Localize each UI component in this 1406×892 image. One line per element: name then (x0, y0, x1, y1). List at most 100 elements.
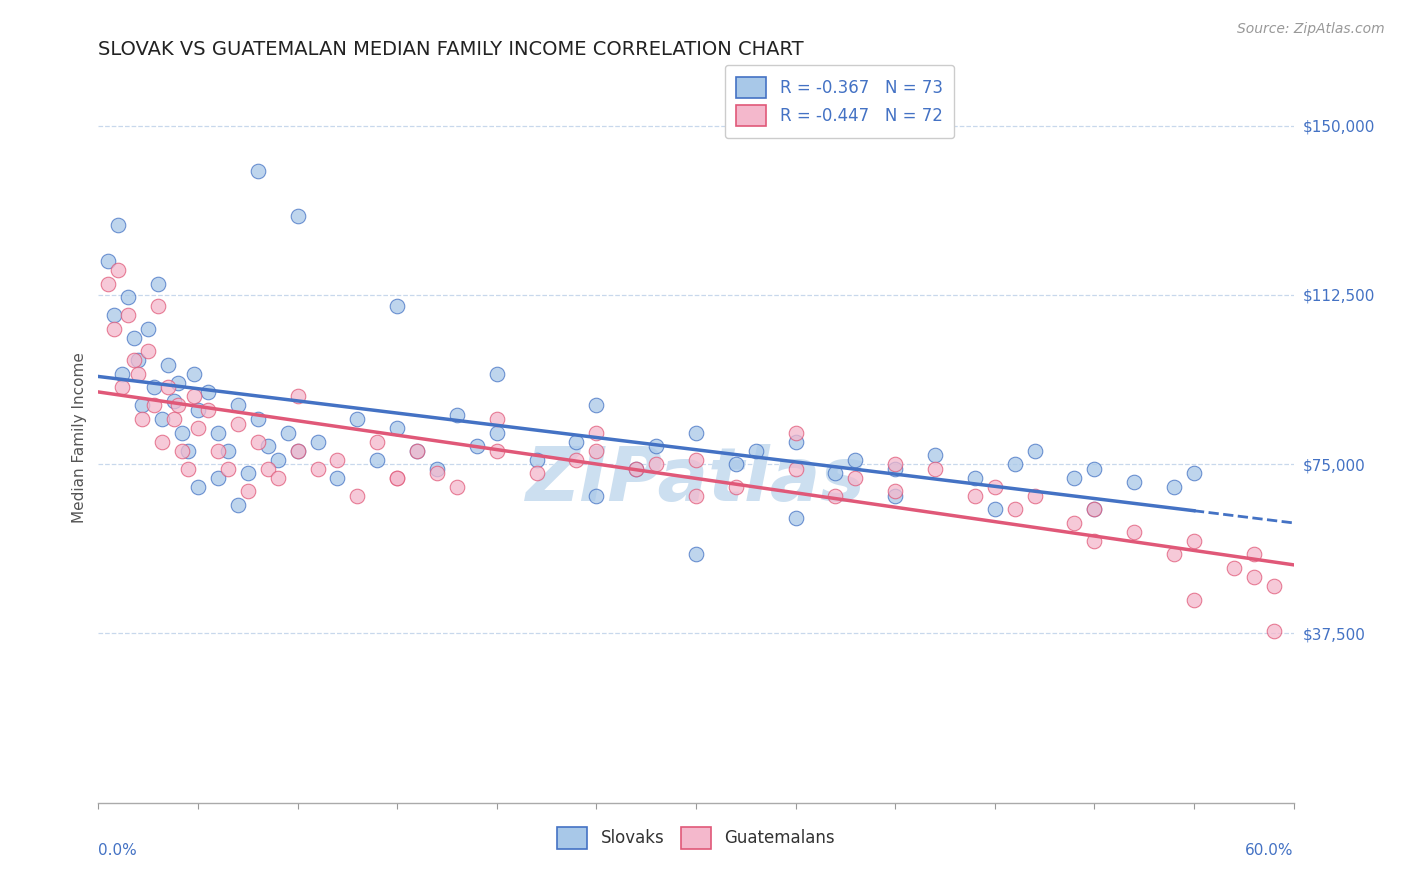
Point (187, 480, 209, 494)
Point (1083, 533, 1105, 548)
Point (148, 277, 170, 291)
Point (287, 389, 309, 403)
Point (785, 434, 807, 449)
Point (103, 308, 125, 322)
Point (187, 403, 209, 417)
Point (143, 399, 166, 413)
Point (277, 425, 299, 440)
Point (107, 218, 129, 232)
Point (136, 322, 159, 336)
Point (1004, 502, 1026, 516)
Point (1163, 480, 1185, 494)
Point (884, 489, 907, 503)
Point (150, 412, 173, 426)
Point (307, 461, 329, 475)
Point (1063, 471, 1085, 485)
Point (1024, 489, 1046, 503)
Point (526, 452, 548, 467)
Point (107, 263, 129, 277)
Point (884, 457, 907, 471)
Point (131, 399, 153, 413)
Point (207, 443, 229, 458)
Text: 0.0%: 0.0% (98, 843, 138, 858)
Text: Source: ZipAtlas.com: Source: ZipAtlas.com (1237, 22, 1385, 37)
Point (172, 425, 194, 440)
Point (346, 489, 368, 503)
Point (287, 443, 309, 458)
Point (645, 457, 668, 471)
Point (485, 412, 508, 426)
Point (785, 425, 807, 440)
Text: ZIPatlas: ZIPatlas (526, 444, 866, 517)
Point (426, 466, 449, 480)
Y-axis label: Median Family Income: Median Family Income (72, 351, 87, 523)
Point (167, 399, 190, 413)
Point (148, 299, 170, 313)
Point (183, 389, 205, 403)
Point (267, 471, 290, 485)
Point (1243, 570, 1265, 584)
Point (844, 471, 866, 485)
Point (183, 367, 205, 381)
Point (446, 480, 468, 494)
Point (246, 412, 269, 426)
Point (1243, 548, 1265, 562)
Point (307, 434, 329, 449)
Point (197, 403, 219, 417)
Point (626, 461, 648, 475)
Point (1163, 548, 1185, 562)
Point (136, 344, 159, 359)
Point (785, 461, 807, 475)
Point (685, 548, 707, 562)
Point (963, 471, 986, 485)
Point (256, 439, 278, 453)
Point (844, 452, 866, 467)
Point (685, 425, 707, 440)
Point (963, 489, 986, 503)
Point (385, 471, 409, 485)
Point (1083, 502, 1105, 516)
Point (117, 308, 139, 322)
Point (163, 394, 186, 409)
Point (127, 353, 149, 368)
Point (217, 461, 239, 475)
Point (685, 452, 707, 467)
Point (226, 498, 249, 512)
Point (207, 471, 229, 485)
Point (157, 358, 180, 372)
Point (585, 443, 607, 458)
Point (485, 443, 508, 458)
Point (1083, 502, 1105, 516)
Point (824, 489, 846, 503)
Point (385, 471, 409, 485)
Point (1123, 475, 1146, 490)
Point (226, 399, 249, 413)
Point (287, 443, 309, 458)
Point (256, 461, 278, 475)
Point (177, 461, 200, 475)
Point (406, 443, 429, 458)
Point (585, 489, 607, 503)
Point (1263, 579, 1285, 593)
Point (167, 376, 190, 390)
Point (103, 322, 125, 336)
Point (1083, 461, 1105, 475)
Point (177, 443, 200, 458)
Point (287, 209, 309, 223)
Point (143, 380, 166, 394)
Point (157, 380, 180, 394)
Point (150, 434, 173, 449)
Point (884, 484, 907, 499)
Point (1123, 524, 1146, 539)
Point (645, 439, 668, 453)
Point (1024, 443, 1046, 458)
Point (366, 434, 388, 449)
Point (236, 484, 259, 499)
Point (446, 408, 468, 422)
Text: 60.0%: 60.0% (1246, 843, 1294, 858)
Point (824, 466, 846, 480)
Point (111, 380, 134, 394)
Point (172, 443, 194, 458)
Point (406, 443, 429, 458)
Point (626, 461, 648, 475)
